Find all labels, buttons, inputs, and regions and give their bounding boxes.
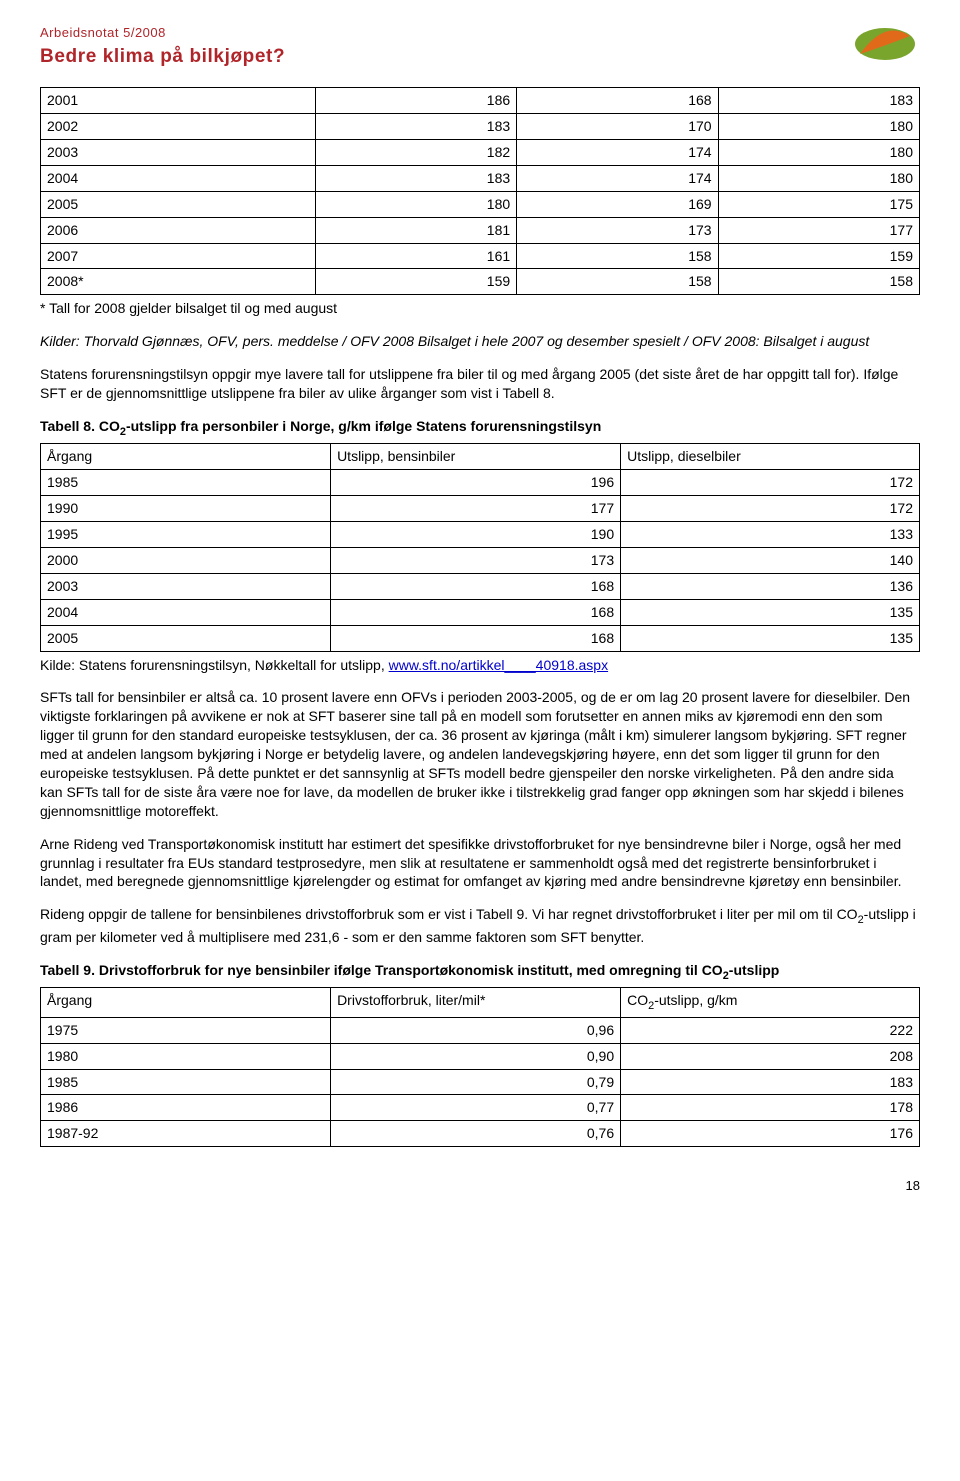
table-row: 2000173140 (41, 547, 920, 573)
table-row: 2007161158159 (41, 243, 920, 269)
table-row: 1990177172 (41, 496, 920, 522)
page-header: Arbeidsnotat 5/2008 Bedre klima på bilkj… (40, 24, 920, 69)
header-line2: Bedre klima på bilkjøpet? (40, 44, 285, 70)
table-row: 2001186168183 (41, 88, 920, 114)
page-number: 18 (40, 1177, 920, 1195)
table-row: 2004168135 (41, 599, 920, 625)
header-line1: Arbeidsnotat 5/2008 (40, 24, 285, 42)
table9-h3: CO2-utslipp, g/km (621, 988, 920, 1018)
table-row: 2005168135 (41, 625, 920, 651)
table9-h2: Drivstofforbruk, liter/mil* (331, 988, 621, 1018)
table-row: 2005180169175 (41, 191, 920, 217)
table-row: 2008*159158158 (41, 269, 920, 295)
table-row: 1985196172 (41, 470, 920, 496)
table-7-continuation: 2001186168183200218317018020031821741802… (40, 87, 920, 295)
table-row: 2004183174180 (41, 165, 920, 191)
table-row: 19800,90208 (41, 1043, 920, 1069)
table-8: Årgang Utslipp, bensinbiler Utslipp, die… (40, 443, 920, 651)
table-row: 2003182174180 (41, 139, 920, 165)
table9-title: Tabell 9. Drivstofforbruk for nye bensin… (40, 961, 920, 984)
table-row: 19750,96222 (41, 1017, 920, 1043)
table7-footnote: * Tall for 2008 gjelder bilsalget til og… (40, 299, 920, 318)
table7-source: Kilder: Thorvald Gjønnæs, OFV, pers. med… (40, 332, 920, 351)
table9-h1: Årgang (41, 988, 331, 1018)
table8-source: Kilde: Statens forurensningstilsyn, Nøkk… (40, 656, 920, 675)
table-row: 2002183170180 (41, 114, 920, 140)
table-row: 1995190133 (41, 522, 920, 548)
table8-title: Tabell 8. CO2-utslipp fra personbiler i … (40, 417, 920, 440)
logo-icon (850, 24, 920, 64)
table-row: 2006181173177 (41, 217, 920, 243)
header-text: Arbeidsnotat 5/2008 Bedre klima på bilkj… (40, 24, 285, 69)
table-row: 2003168136 (41, 573, 920, 599)
table-row: 19860,77178 (41, 1095, 920, 1121)
table8-h3: Utslipp, dieselbiler (621, 444, 920, 470)
table8-h2: Utslipp, bensinbiler (331, 444, 621, 470)
paragraph-4: Rideng oppgir de tallene for bensinbilen… (40, 905, 920, 946)
paragraph-3: Arne Rideng ved Transportøkonomisk insti… (40, 835, 920, 892)
paragraph-2: SFTs tall for bensinbiler er altså ca. 1… (40, 688, 920, 820)
table-9: Årgang Drivstofforbruk, liter/mil* CO2-u… (40, 987, 920, 1147)
table-row: 19850,79183 (41, 1069, 920, 1095)
table-row: 1987-920,76176 (41, 1121, 920, 1147)
paragraph-1: Statens forurensningstilsyn oppgir mye l… (40, 365, 920, 403)
sft-link[interactable]: www.sft.no/artikkel____40918.aspx (389, 657, 608, 673)
table8-h1: Årgang (41, 444, 331, 470)
